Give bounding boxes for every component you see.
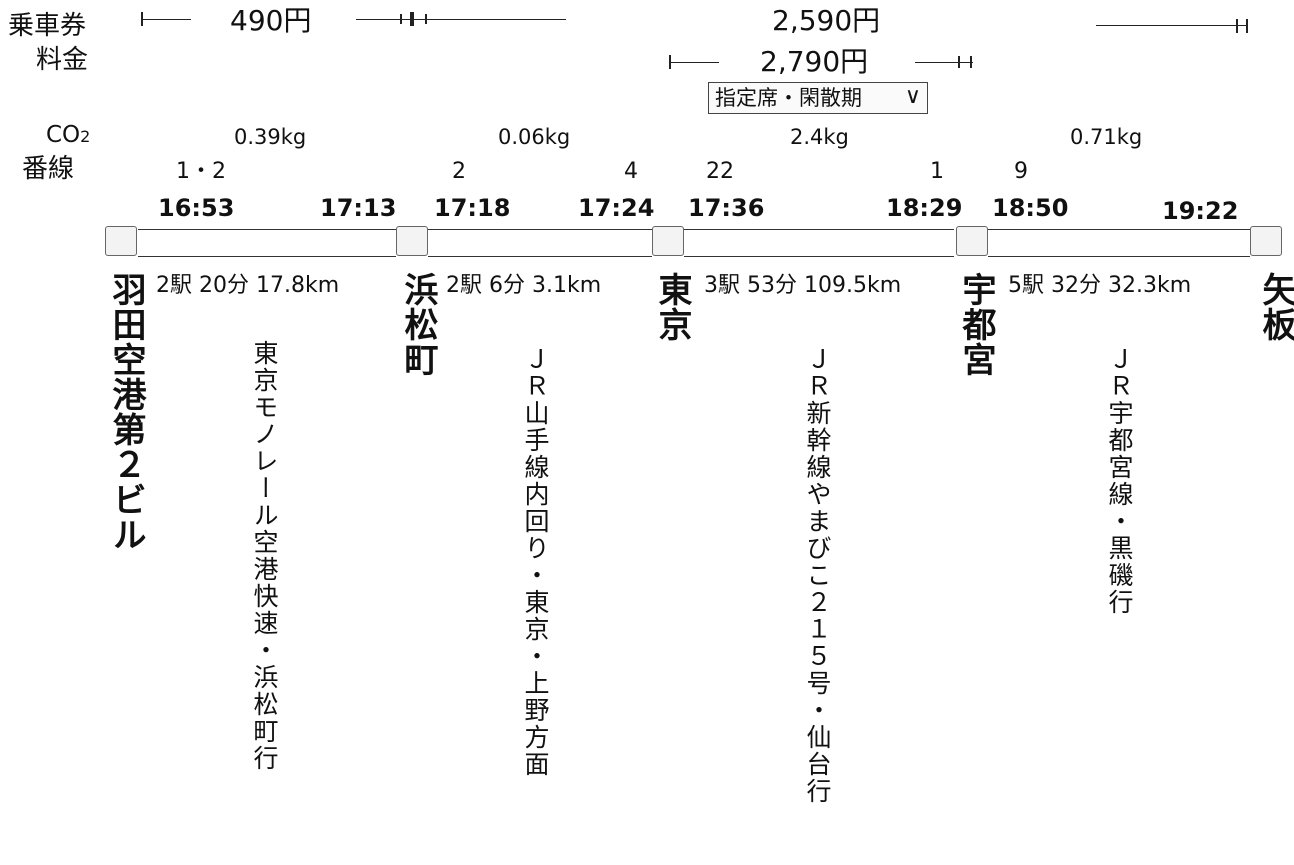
departure-time: 16:53 bbox=[158, 194, 235, 222]
co2-value-4: 0.71kg bbox=[1070, 125, 1143, 149]
station-hamamatsucho[interactable]: 浜松町 bbox=[398, 272, 438, 377]
station-node bbox=[396, 226, 428, 256]
fare-range-end-tick bbox=[1246, 19, 1248, 33]
platform-label: 番線 bbox=[22, 154, 75, 184]
fee-range-end-tick bbox=[970, 56, 972, 68]
fare-label-fee: 料金 bbox=[36, 45, 89, 75]
co2-label-text: CO bbox=[46, 122, 81, 148]
seat-type-value: 指定席・閑散期 bbox=[715, 86, 862, 110]
station-node bbox=[1250, 226, 1282, 256]
fee-range-tick bbox=[958, 56, 960, 68]
fare-express-fee: 2,790円 bbox=[760, 45, 869, 78]
station-utsunomiya[interactable]: 宇都宮 bbox=[956, 272, 996, 377]
fare-range-bar bbox=[356, 19, 566, 20]
platform-tokyo-arrival: 4 bbox=[624, 159, 638, 184]
platform-tokyo-departure: 22 bbox=[706, 159, 734, 184]
fare-range-bar bbox=[1096, 25, 1246, 26]
chevron-down-icon: ∨ bbox=[904, 84, 921, 109]
fare-range-tick bbox=[1236, 19, 1238, 33]
line-name-3: ＪＲ新幹線やまびこ２１５号・仙台行 bbox=[803, 346, 832, 805]
arrival-time: 18:29 bbox=[886, 194, 963, 222]
arrival-time: 17:24 bbox=[578, 194, 655, 222]
route-track-segment bbox=[428, 229, 652, 257]
segment-info-2: 2駅 6分 3.1km bbox=[446, 273, 602, 298]
fare-range-tick bbox=[425, 14, 427, 24]
station-node bbox=[956, 226, 988, 256]
seat-type-select[interactable]: 指定席・閑散期 ∨ bbox=[708, 82, 928, 114]
co2-value-3: 2.4kg bbox=[790, 125, 849, 149]
line-name-4: ＪＲ宇都宮線・黒磯行 bbox=[1105, 346, 1134, 616]
route-track-segment bbox=[684, 229, 954, 257]
segment-info-4: 5駅 32分 32.3km bbox=[1008, 273, 1192, 298]
line-name-2: ＪＲ山手線内回り・東京・上野方面 bbox=[521, 346, 550, 778]
station-haneda-airport-t2[interactable]: 羽田空港第２ビル bbox=[106, 272, 146, 552]
departure-time: 18:50 bbox=[992, 194, 1069, 222]
co2-value-2: 0.06kg bbox=[498, 125, 571, 149]
fare-range-tick bbox=[410, 12, 414, 26]
co2-value-1: 0.39kg bbox=[234, 125, 307, 149]
departure-time: 17:18 bbox=[434, 194, 511, 222]
platform-utsunomiya-arrival: 1 bbox=[930, 159, 944, 184]
station-node bbox=[652, 226, 684, 256]
platform-hamamatsucho: 2 bbox=[452, 159, 466, 184]
fare-ticket-second: 2,590円 bbox=[772, 4, 881, 37]
co2-label-subscript: 2 bbox=[80, 127, 91, 146]
fare-range-bar bbox=[141, 19, 191, 20]
station-node bbox=[105, 226, 137, 256]
departure-time: 17:36 bbox=[688, 194, 765, 222]
station-yaita[interactable]: 矢板 bbox=[1256, 272, 1294, 342]
line-name-1: 東京モノレール空港快速・浜松町行 bbox=[250, 340, 279, 772]
co2-label: CO2 bbox=[46, 121, 90, 151]
route-track-segment bbox=[988, 229, 1250, 257]
segment-info-1: 2駅 20分 17.8km bbox=[156, 273, 340, 298]
fare-ticket-first: 490円 bbox=[230, 4, 312, 37]
route-track-segment bbox=[138, 229, 396, 257]
platform-utsunomiya-departure: 9 bbox=[1014, 159, 1028, 184]
station-tokyo[interactable]: 東京 bbox=[652, 272, 692, 342]
segment-info-3: 3駅 53分 109.5km bbox=[704, 273, 902, 298]
arrival-time: 19:22 bbox=[1162, 197, 1239, 225]
fee-range-bar bbox=[915, 62, 973, 63]
platform-haneda: 1・2 bbox=[176, 159, 226, 184]
fee-range-bar bbox=[669, 62, 719, 63]
arrival-time: 17:13 bbox=[320, 194, 397, 222]
fare-range-tick bbox=[400, 14, 402, 24]
fare-label-ticket: 乗車券 bbox=[8, 11, 87, 41]
